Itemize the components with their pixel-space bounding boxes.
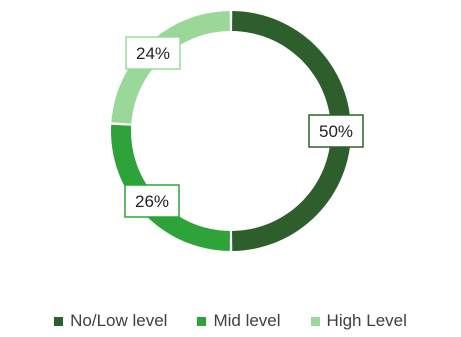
legend-label: No/Low level bbox=[70, 311, 168, 330]
legend-swatch bbox=[310, 316, 320, 326]
legend-label: High Level bbox=[326, 311, 407, 330]
data-label-1: 26% bbox=[124, 184, 180, 218]
data-label-0: 50% bbox=[308, 114, 364, 148]
data-label-box bbox=[125, 36, 181, 70]
legend-label: Mid level bbox=[213, 311, 281, 330]
data-label-text: 24% bbox=[136, 44, 170, 63]
legend-swatch bbox=[197, 316, 207, 326]
legend-item: Mid level bbox=[197, 311, 281, 331]
data-labels: 50% 26% 24% bbox=[124, 36, 364, 218]
donut-slice-no-low-level bbox=[232, 11, 351, 251]
legend-item: High Level bbox=[310, 311, 407, 331]
data-label-2: 24% bbox=[125, 36, 181, 70]
legend-swatch bbox=[54, 316, 64, 326]
data-label-text: 26% bbox=[135, 192, 169, 211]
data-label-text: 50% bbox=[319, 122, 353, 141]
data-label-box bbox=[308, 114, 364, 148]
legend-item: No/Low level bbox=[54, 311, 167, 331]
chart-legend: No/Low level Mid level High Level bbox=[0, 311, 461, 331]
data-label-box bbox=[124, 184, 180, 218]
